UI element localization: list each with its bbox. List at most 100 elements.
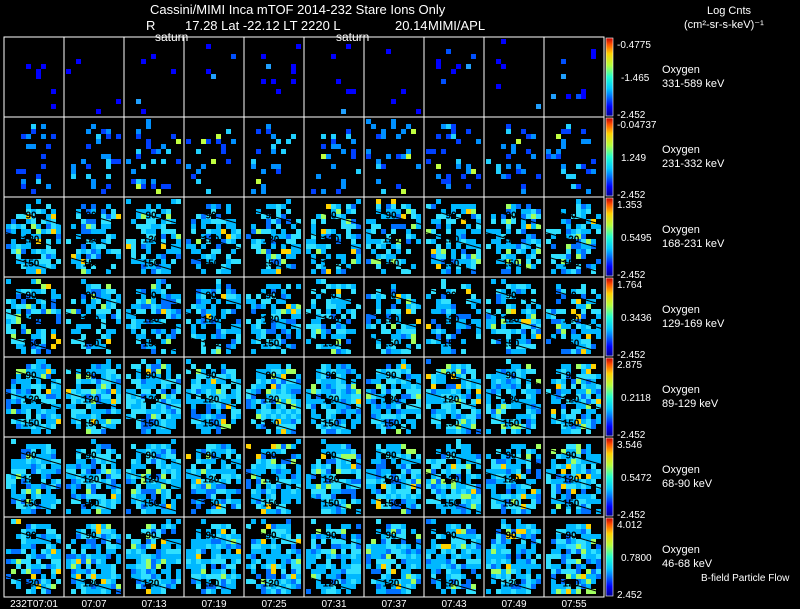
heatmap-cell bbox=[91, 244, 96, 249]
heatmap-cell bbox=[91, 554, 96, 559]
heatmap-cell bbox=[161, 559, 166, 564]
heatmap-cell bbox=[316, 484, 321, 489]
heatmap-cell bbox=[101, 364, 106, 369]
heatmap-cell bbox=[176, 294, 181, 299]
heatmap-cell bbox=[376, 304, 381, 309]
heatmap-cell bbox=[236, 499, 241, 504]
heatmap-cell bbox=[266, 494, 271, 499]
heatmap-cell bbox=[76, 329, 81, 334]
heatmap-cell bbox=[431, 464, 436, 469]
heatmap-cell bbox=[296, 384, 301, 389]
heatmap-cell bbox=[211, 369, 216, 374]
heatmap-cell bbox=[506, 164, 511, 169]
heatmap-cell bbox=[256, 469, 261, 474]
heatmap-cell bbox=[46, 449, 51, 454]
heatmap-cell bbox=[36, 229, 41, 234]
contour-label: 120 bbox=[203, 395, 220, 406]
heatmap-cell bbox=[26, 309, 31, 314]
heatmap-cell bbox=[506, 254, 511, 259]
heatmap-cell bbox=[11, 244, 16, 249]
heatmap-cell bbox=[266, 389, 271, 394]
heatmap-cell bbox=[501, 329, 506, 334]
heatmap-cell bbox=[136, 409, 141, 414]
heatmap-cell bbox=[406, 459, 411, 464]
heatmap-cell bbox=[501, 324, 506, 329]
heatmap-cell bbox=[386, 414, 391, 419]
heatmap-cell bbox=[171, 579, 176, 584]
contour-label: 90 bbox=[325, 371, 337, 382]
heatmap-cell bbox=[496, 449, 501, 454]
heatmap-cell bbox=[86, 239, 91, 244]
contour-label: 150 bbox=[203, 339, 220, 350]
heatmap-cell bbox=[566, 369, 571, 374]
heatmap-cell bbox=[496, 249, 501, 254]
heatmap-cell bbox=[366, 549, 371, 554]
heatmap-cell bbox=[41, 259, 46, 264]
heatmap-cell bbox=[96, 339, 101, 344]
heatmap-cell bbox=[271, 204, 276, 209]
heatmap-cell bbox=[516, 289, 521, 294]
heatmap-cell bbox=[111, 289, 116, 294]
heatmap-cell bbox=[416, 474, 421, 479]
heatmap-cell bbox=[251, 404, 256, 409]
heatmap-cell bbox=[411, 304, 416, 309]
heatmap-cell bbox=[226, 254, 231, 259]
heatmap-cell bbox=[171, 389, 176, 394]
heatmap-cell bbox=[336, 429, 341, 434]
heatmap-cell bbox=[281, 214, 286, 219]
heatmap-cell bbox=[31, 544, 36, 549]
heatmap-cell bbox=[81, 224, 86, 229]
heatmap-cell bbox=[336, 384, 341, 389]
heatmap-cell bbox=[11, 304, 16, 309]
heatmap-cell bbox=[426, 459, 431, 464]
heatmap-cell bbox=[226, 574, 231, 579]
heatmap-cell bbox=[111, 314, 116, 319]
heatmap-cell bbox=[161, 524, 166, 529]
heatmap-cell bbox=[36, 289, 41, 294]
heatmap-cell bbox=[151, 149, 156, 154]
heatmap-cell bbox=[271, 144, 276, 149]
heatmap-cell bbox=[441, 294, 446, 299]
heatmap-cell bbox=[291, 134, 296, 139]
contour-label: 90 bbox=[25, 451, 37, 462]
heatmap-cell bbox=[586, 304, 591, 309]
heatmap-cell bbox=[36, 444, 41, 449]
heatmap-cell bbox=[111, 489, 116, 494]
heatmap-cell bbox=[501, 214, 506, 219]
heatmap-cell bbox=[351, 369, 356, 374]
heatmap-cell bbox=[141, 224, 146, 229]
heatmap-cell bbox=[336, 349, 341, 354]
heatmap-cell bbox=[316, 579, 321, 584]
heatmap-cell bbox=[526, 464, 531, 469]
heatmap-cell bbox=[21, 369, 26, 374]
heatmap-cell bbox=[46, 429, 51, 434]
heatmap-cell bbox=[221, 294, 226, 299]
heatmap-cell bbox=[126, 314, 131, 319]
contour-label: 120 bbox=[143, 235, 160, 246]
heatmap-cell bbox=[311, 489, 316, 494]
heatmap-cell bbox=[406, 509, 411, 514]
heatmap-cell bbox=[256, 454, 261, 459]
heatmap-cell bbox=[426, 399, 431, 404]
heatmap-cell bbox=[396, 389, 401, 394]
heatmap-cell bbox=[576, 299, 581, 304]
heatmap-cell bbox=[41, 464, 46, 469]
heatmap-cell bbox=[371, 539, 376, 544]
heatmap-cell bbox=[111, 479, 116, 484]
heatmap-cell bbox=[81, 244, 86, 249]
heatmap-cell bbox=[271, 449, 276, 454]
heatmap-cell bbox=[151, 559, 156, 564]
heatmap-cell bbox=[321, 589, 326, 594]
heatmap-cell bbox=[36, 224, 41, 229]
heatmap-cell bbox=[26, 529, 31, 534]
heatmap-cell bbox=[521, 324, 526, 329]
heatmap-cell bbox=[206, 309, 211, 314]
heatmap-cell bbox=[211, 569, 216, 574]
heatmap-cell bbox=[141, 494, 146, 499]
heatmap-cell bbox=[271, 384, 276, 389]
heatmap-cell bbox=[36, 384, 41, 389]
heatmap-cell bbox=[536, 239, 541, 244]
heatmap-cell bbox=[21, 539, 26, 544]
